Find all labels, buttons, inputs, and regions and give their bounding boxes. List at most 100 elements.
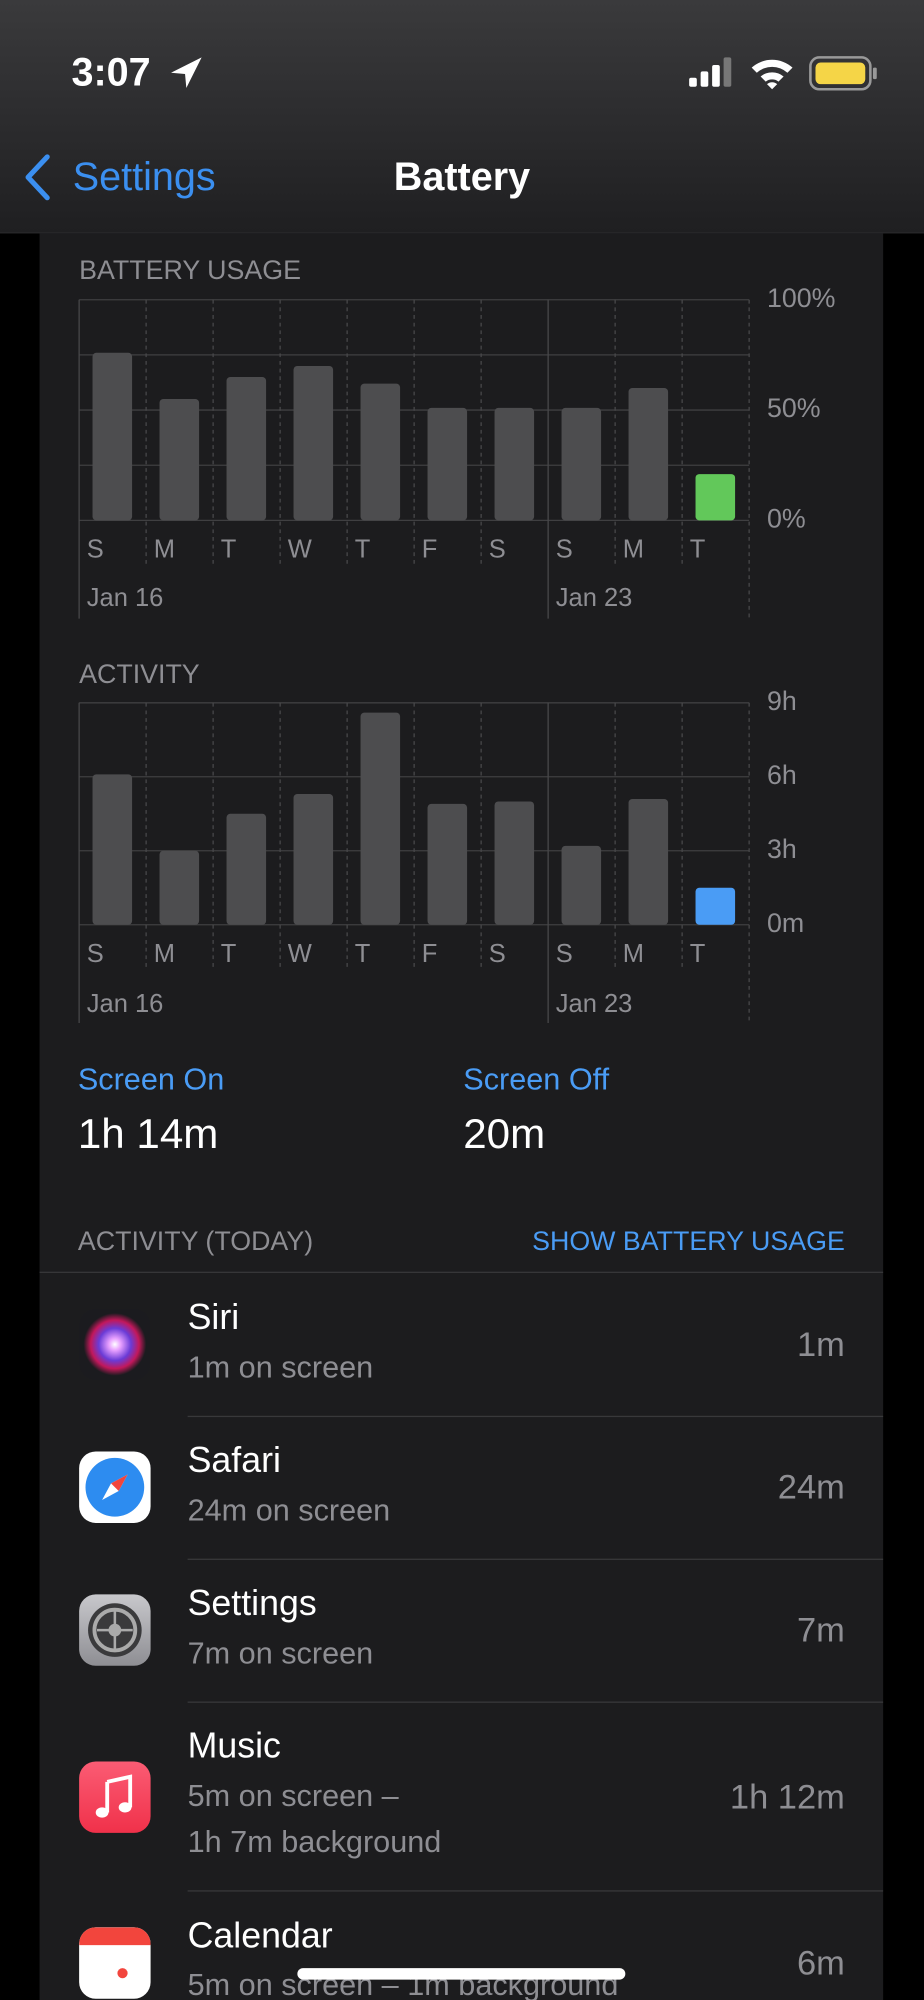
separator (187, 1558, 884, 1560)
signal-bar (689, 77, 697, 87)
x-tick-label: T (690, 940, 706, 968)
signal-bar (700, 71, 709, 87)
bar (561, 407, 602, 521)
show-battery-usage[interactable]: SHOW BATTERY USAGE (532, 1227, 845, 1257)
separator (187, 1890, 884, 1892)
bar (561, 845, 602, 925)
bar (226, 376, 267, 521)
x-tick-label: S (489, 940, 506, 968)
app-name[interactable]: Settings (187, 1582, 317, 1623)
app-detail: 1m on screen (187, 1350, 374, 1386)
y-tick-label: 0% (767, 503, 806, 533)
signal-bar (712, 65, 720, 87)
x-tick-label: T (690, 536, 706, 564)
battery-level (815, 62, 866, 85)
siri-icon (79, 1308, 151, 1381)
gear-glyph (88, 1603, 142, 1657)
x-tick-label: F (422, 940, 438, 968)
bar (293, 794, 334, 925)
separator (39, 1271, 884, 1273)
x-tick-label: M (623, 940, 644, 968)
chart-title: ACTIVITY (79, 659, 200, 689)
bar (92, 352, 133, 521)
home-indicator (297, 1968, 626, 1980)
bar (159, 399, 200, 521)
x-tick-label: S (87, 536, 104, 564)
app-detail: 1h 7m background (187, 1825, 442, 1860)
app-detail: 24m on screen (187, 1493, 391, 1529)
x-tick-label: M (154, 940, 175, 968)
y-tick-label: 6h (767, 760, 797, 790)
app-detail: 5m on screen – (187, 1779, 399, 1814)
x-tick-label: S (87, 940, 104, 968)
x-tick-label: M (154, 536, 175, 564)
back-button[interactable]: Settings (72, 154, 216, 199)
app-time: 24m (777, 1468, 845, 1507)
settings-icon (79, 1594, 151, 1666)
safari-icon (79, 1451, 151, 1523)
chart-title: BATTERY USAGE (79, 255, 301, 285)
bar (360, 383, 401, 521)
battery-tip (872, 67, 877, 80)
x-tick-label: S (556, 536, 573, 564)
calendar-glyph (79, 1927, 151, 1979)
note-glyph (95, 1774, 133, 1818)
x-tick-label: T (355, 536, 371, 564)
nav-title: Battery (393, 154, 531, 199)
app-name[interactable]: Siri (187, 1297, 240, 1337)
date-label: Jan 16 (87, 584, 164, 612)
bar (159, 850, 200, 925)
app-name[interactable]: Calendar (187, 1915, 333, 1956)
x-tick-label: S (556, 940, 573, 968)
status-icons (25, 56, 877, 201)
screen-off-value: 20m (463, 1109, 546, 1157)
activity-header: ACTIVITY (TODAY) (77, 1227, 314, 1257)
x-tick-label: M (623, 536, 644, 564)
card (39, 233, 884, 2000)
x-tick-label: S (489, 536, 506, 564)
bar (494, 407, 535, 521)
calendar-icon (79, 1927, 151, 1999)
bar (427, 407, 468, 521)
header (0, 0, 924, 234)
screen-on-value: 1h 14m (77, 1109, 219, 1157)
bar (92, 774, 133, 925)
app-time: 1h 12m (729, 1778, 845, 1817)
app-name[interactable]: Music (187, 1725, 281, 1766)
time: 3:07 (71, 49, 151, 95)
x-tick-label: T (355, 940, 371, 968)
x-tick-label: W (288, 940, 312, 968)
app-name[interactable]: Safari (187, 1440, 281, 1480)
screen-off-label: Screen Off (463, 1062, 610, 1097)
x-tick-label: F (422, 536, 438, 564)
x-tick-label: W (288, 536, 312, 564)
bar (360, 712, 401, 925)
bar (628, 388, 669, 521)
screen-on-label: Screen On (77, 1062, 225, 1097)
x-tick-label: T (221, 536, 237, 564)
app-time: 1m (796, 1325, 845, 1364)
signal-bar (723, 57, 732, 87)
app-time: 7m (796, 1610, 845, 1650)
date-label: Jan 16 (87, 990, 164, 1018)
bar (427, 803, 468, 925)
bar (494, 801, 535, 925)
separator (187, 1415, 884, 1418)
music-icon (79, 1761, 151, 1833)
separator (187, 1701, 884, 1703)
app-time: 6m (796, 1943, 845, 1983)
bar (695, 887, 736, 925)
bar (628, 798, 669, 925)
date-label: Jan 23 (556, 990, 633, 1018)
x-tick-label: T (221, 940, 237, 968)
date-label: Jan 23 (556, 584, 633, 612)
y-tick-label: 50% (767, 393, 821, 423)
location-icon (171, 57, 202, 89)
bar (226, 813, 267, 925)
back-chevron[interactable] (25, 154, 50, 201)
bar (695, 474, 736, 521)
charts: BATTERY USAGE 0% 50% 100% S Jan 16 M T W T F S S Jan … (78, 255, 836, 1023)
app-detail: 7m on screen (187, 1636, 374, 1671)
